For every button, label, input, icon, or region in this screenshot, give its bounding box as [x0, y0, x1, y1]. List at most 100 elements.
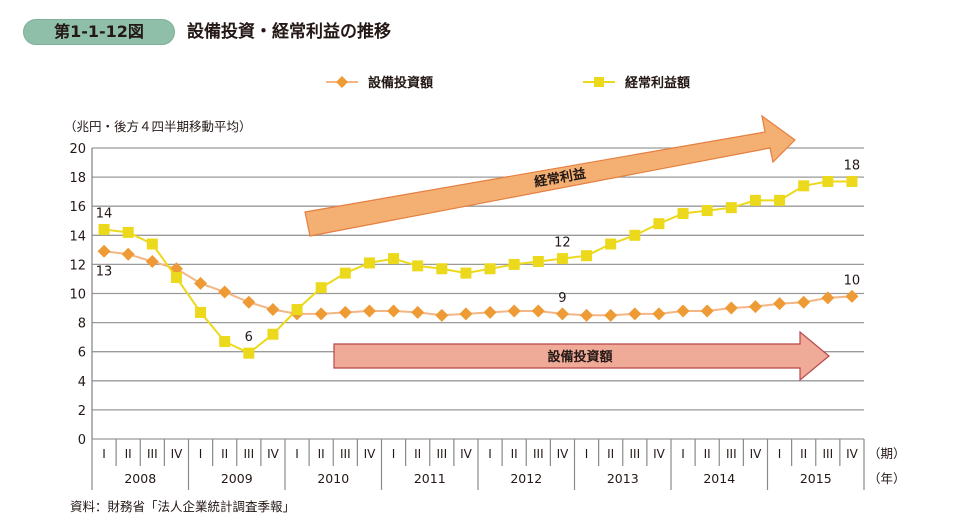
- data-point-square: [122, 226, 134, 238]
- x-tick-quarter: III: [437, 447, 448, 461]
- y-tick-label: 14: [69, 229, 86, 244]
- data-point-diamond: [507, 304, 521, 318]
- legend-label-capex: 設備投資額: [368, 75, 433, 91]
- x-tick-quarter: III: [630, 447, 641, 461]
- data-point-diamond: [773, 297, 787, 311]
- data-label: 9: [558, 291, 566, 306]
- data-label: 13: [96, 264, 113, 279]
- data-point-diamond: [121, 247, 135, 261]
- x-tick-quarter: III: [823, 447, 834, 461]
- x-tick-quarter: II: [511, 447, 518, 461]
- data-point-square: [677, 207, 689, 219]
- data-point-square: [822, 175, 834, 187]
- data-point-diamond: [676, 304, 690, 318]
- legend: 設備投資額 経常利益額: [326, 75, 690, 91]
- data-point-diamond: [242, 295, 256, 309]
- x-tick-quarter: IV: [364, 447, 377, 461]
- x-tick-quarter: I: [778, 447, 782, 461]
- profit-trend-arrow: [304, 114, 796, 237]
- x-tick-quarter: I: [295, 447, 299, 461]
- x-tick-quarter: I: [392, 447, 396, 461]
- data-point-diamond: [362, 304, 376, 318]
- data-label: 10: [844, 273, 861, 288]
- y-tick-label: 12: [69, 258, 86, 273]
- x-tick-quarter: III: [244, 447, 255, 461]
- legend-square-marker-icon: [594, 77, 604, 87]
- x-tick-year: 2009: [221, 471, 253, 486]
- data-point-diamond: [580, 308, 594, 322]
- y-tick-label: 10: [69, 288, 86, 303]
- x-tick-quarter: II: [414, 447, 421, 461]
- x-tick-quarter: III: [726, 447, 737, 461]
- data-point-square: [146, 238, 158, 250]
- x-tick-quarter: IV: [557, 447, 570, 461]
- x-tick-quarter: I: [199, 447, 203, 461]
- data-point-square: [219, 336, 231, 348]
- data-point-square: [388, 253, 400, 265]
- data-point-diamond: [700, 304, 714, 318]
- x-tick-quarter: II: [800, 447, 807, 461]
- data-point-diamond: [145, 254, 159, 268]
- data-point-square: [98, 223, 110, 235]
- data-point-diamond: [338, 305, 352, 319]
- series-profit: [98, 175, 858, 359]
- x-tick-year: 2011: [414, 471, 446, 486]
- y-tick-label: 16: [69, 200, 86, 215]
- series-capex: [97, 244, 859, 322]
- data-point-diamond: [266, 303, 280, 317]
- data-point-square: [436, 263, 448, 275]
- x-tick-quarter: I: [102, 447, 106, 461]
- y-axis-unit-label: （兆円・後方４四半期移動平均）: [64, 119, 252, 134]
- data-point-square: [749, 194, 761, 206]
- y-axis-ticks: 0 2 4 6 8 10 12 14 16 18 20: [69, 142, 86, 448]
- data-point-square: [267, 328, 279, 340]
- data-point-diamond: [459, 307, 473, 321]
- x-axis: I II III IV I II III IV I II III IV I II III IV I II III IV…: [91, 439, 906, 490]
- data-point-square: [556, 253, 568, 265]
- data-point-square: [581, 250, 593, 262]
- data-point-square: [412, 260, 424, 272]
- x-tick-quarter: II: [221, 447, 228, 461]
- data-point-diamond: [555, 307, 569, 321]
- y-tick-label: 0: [78, 433, 86, 448]
- data-point-diamond: [314, 307, 328, 321]
- data-label: 14: [96, 206, 113, 221]
- x-tick-quarter: I: [488, 447, 492, 461]
- data-point-diamond: [97, 244, 111, 258]
- x-tick-quarter: III: [533, 447, 544, 461]
- series-line: [103, 180, 852, 355]
- x-tick-year: 2014: [703, 471, 735, 486]
- x-tick-quarter: II: [318, 447, 325, 461]
- y-tick-label: 8: [78, 317, 86, 332]
- data-label: 18: [844, 158, 861, 173]
- data-point-diamond: [748, 300, 762, 314]
- data-point-square: [363, 257, 375, 269]
- data-label: 6: [245, 330, 253, 345]
- data-point-diamond: [724, 301, 738, 315]
- data-point-diamond: [797, 295, 811, 309]
- y-tick-label: 4: [78, 375, 86, 390]
- x-tick-year: 2008: [124, 471, 156, 486]
- legend-item-profit: 経常利益額: [583, 75, 690, 91]
- x-tick-quarter: I: [681, 447, 685, 461]
- data-point-square: [629, 229, 641, 241]
- data-annotations: 14 13 6 12 9 18 10: [96, 158, 860, 345]
- y-tick-label: 18: [69, 171, 86, 186]
- data-point-square: [339, 267, 351, 279]
- x-tick-year: 2015: [800, 471, 832, 486]
- data-point-diamond: [218, 285, 232, 299]
- data-point-square: [605, 238, 617, 250]
- x-tick-quarter: IV: [267, 447, 280, 461]
- data-point-diamond: [411, 305, 425, 319]
- x-tick-quarter: IV: [460, 447, 473, 461]
- y-tick-label: 20: [69, 142, 86, 157]
- figure-number-badge: 第1-1-12図: [23, 19, 175, 45]
- x-tick-quarter: IV: [653, 447, 666, 461]
- data-point-square: [243, 347, 255, 359]
- data-point-square: [846, 175, 858, 187]
- data-label: 12: [554, 236, 571, 251]
- x-tick-year: 2012: [510, 471, 542, 486]
- data-point-square: [532, 255, 544, 267]
- figure-title: 設備投資・経常利益の推移: [187, 22, 391, 42]
